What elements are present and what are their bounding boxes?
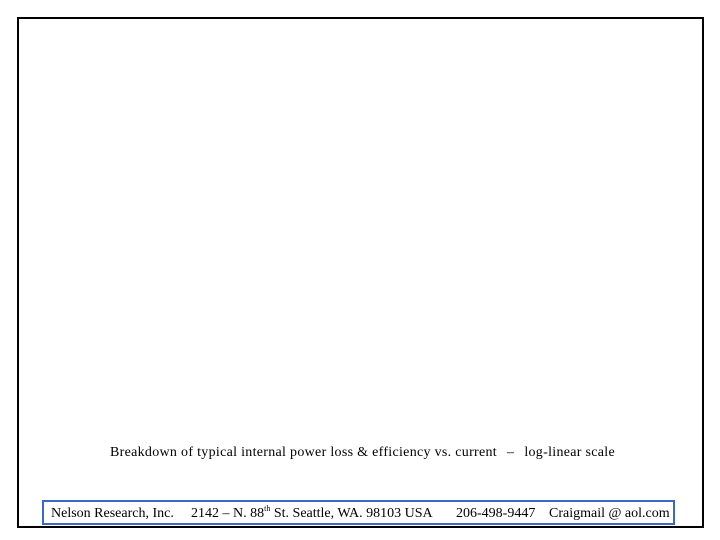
address-prefix: 2142 – N. 88 [191,506,265,521]
footer-company: Nelson Research, Inc. [51,506,174,521]
caption-dash: – [507,445,515,460]
caption-text: Breakdown of typical internal power loss… [109,445,497,460]
address-suffix: St. Seattle, WA. 98103 USA [270,506,433,521]
address-superscript: th [264,504,271,513]
caption-scale: log-linear scale [524,445,616,460]
footer-address: 2142 – N. 88th St. Seattle, WA. 98103 US… [191,502,433,526]
footer-phone: 206-498-9447 [456,506,536,521]
slide-caption: Breakdown of typical internal power loss… [0,445,720,461]
footer-contact-box: Nelson Research, Inc. 2142 – N. 88th St.… [42,500,675,525]
slide-frame [17,17,704,528]
footer-email: Craigmail @ aol.com [549,506,670,521]
